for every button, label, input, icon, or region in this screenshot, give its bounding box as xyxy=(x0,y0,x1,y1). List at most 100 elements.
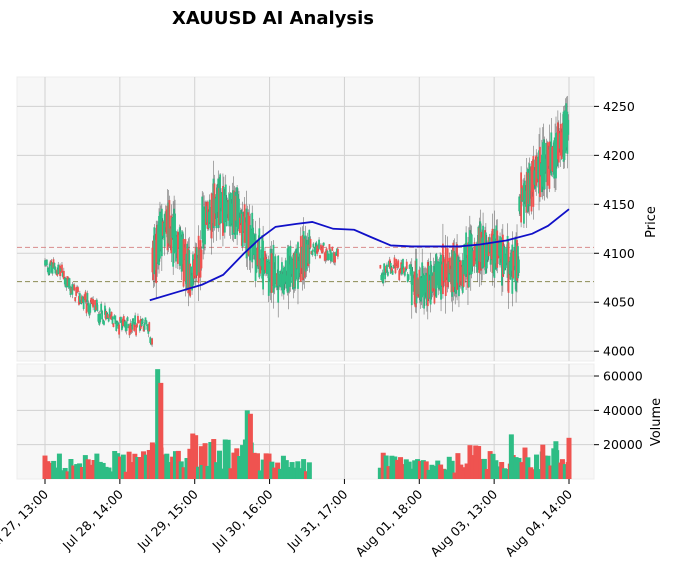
volume-tick-label: 40000 xyxy=(603,403,643,418)
candle-body xyxy=(520,172,523,223)
candle-body xyxy=(235,195,238,221)
candle-body xyxy=(265,256,267,273)
candle-body xyxy=(337,249,339,257)
candle-body xyxy=(97,314,100,322)
candle-body xyxy=(86,293,89,303)
candle-body xyxy=(167,202,170,244)
volume-bar xyxy=(389,455,395,479)
candle-body xyxy=(508,261,511,274)
volume-bar xyxy=(257,470,263,479)
volume-bar xyxy=(132,453,138,479)
candle-body xyxy=(264,251,266,270)
candle-body xyxy=(219,174,222,224)
candle-body xyxy=(501,237,503,286)
candle-body xyxy=(552,145,555,172)
candle-body xyxy=(286,248,289,293)
candle-body xyxy=(403,267,405,274)
volume-bar xyxy=(522,447,528,479)
candle-body xyxy=(550,132,553,176)
candle-body xyxy=(91,299,94,305)
volume-bar xyxy=(135,456,141,479)
candle-body xyxy=(501,234,504,277)
candle-body xyxy=(540,163,542,176)
candle-body xyxy=(245,208,248,259)
candle-body xyxy=(413,271,416,305)
candle-body xyxy=(175,231,177,262)
candle-body xyxy=(191,275,193,291)
candle-body xyxy=(530,166,533,212)
candle-body xyxy=(532,156,535,207)
candle-body xyxy=(78,293,81,302)
candle-body xyxy=(194,247,197,278)
candle-body xyxy=(458,259,460,297)
candle-body xyxy=(435,253,438,298)
volume-bar xyxy=(429,464,435,479)
candle-body xyxy=(115,322,118,331)
volume-bar xyxy=(164,453,170,479)
candle-body xyxy=(320,248,323,254)
candle-body xyxy=(315,242,318,251)
candle-body xyxy=(478,227,481,274)
candle-body xyxy=(162,222,165,238)
volume-bar xyxy=(45,461,51,479)
volume-bar xyxy=(228,468,234,479)
candle-body xyxy=(523,183,525,224)
candle-body xyxy=(56,269,59,276)
candle-body xyxy=(468,230,471,273)
candle-body xyxy=(293,252,296,288)
candle-body xyxy=(464,246,467,275)
candle-body xyxy=(119,317,121,322)
candle-body xyxy=(432,265,435,289)
candle-body xyxy=(154,239,157,271)
candle-body xyxy=(218,188,221,225)
volume-bar xyxy=(225,439,231,479)
x-tick-label: Jul 27, 13:00 xyxy=(0,486,51,553)
candle-body xyxy=(305,244,308,270)
candle-body xyxy=(58,266,61,273)
candle-body xyxy=(48,263,51,274)
candle-body xyxy=(447,261,450,282)
x-tick-label: Jul 31, 17:00 xyxy=(283,486,350,553)
volume-bar xyxy=(59,470,65,479)
candle-body xyxy=(510,252,513,271)
volume-bar xyxy=(298,468,304,479)
candle-body xyxy=(560,132,563,159)
volume-bar xyxy=(251,452,257,479)
candle-body xyxy=(402,258,404,269)
candle-body xyxy=(555,133,557,179)
candle-body xyxy=(387,261,390,267)
candle-body xyxy=(121,318,124,326)
candle-body xyxy=(82,298,85,309)
candle-body xyxy=(525,171,528,213)
candle-body xyxy=(460,266,463,286)
volume-bar xyxy=(540,444,546,479)
volume-bar xyxy=(222,439,228,479)
candle-body xyxy=(298,261,300,278)
candle-body xyxy=(207,211,210,229)
candle-body xyxy=(103,321,105,325)
candle-body xyxy=(412,278,415,292)
candle-body xyxy=(143,322,146,330)
candle-body xyxy=(471,250,474,267)
candle-body xyxy=(229,193,232,227)
volume-bar xyxy=(65,471,71,479)
candle-body xyxy=(259,259,262,274)
volume-bar xyxy=(106,467,112,479)
candle-body xyxy=(98,314,101,325)
candle-body xyxy=(558,133,561,149)
candle-body xyxy=(193,253,196,276)
volume-bar xyxy=(490,453,496,479)
candle-body xyxy=(55,270,58,275)
candle-body xyxy=(179,230,182,266)
volume-bar xyxy=(211,439,217,479)
candle-body xyxy=(49,260,52,265)
candle-body xyxy=(535,155,538,186)
candle-body xyxy=(506,235,509,278)
candle-body xyxy=(556,122,559,160)
candle-body xyxy=(164,211,167,228)
candle-body xyxy=(226,202,229,215)
candle-body xyxy=(423,275,425,309)
candle-body xyxy=(183,247,186,260)
candle-body xyxy=(148,322,151,332)
candle-body xyxy=(528,163,531,207)
